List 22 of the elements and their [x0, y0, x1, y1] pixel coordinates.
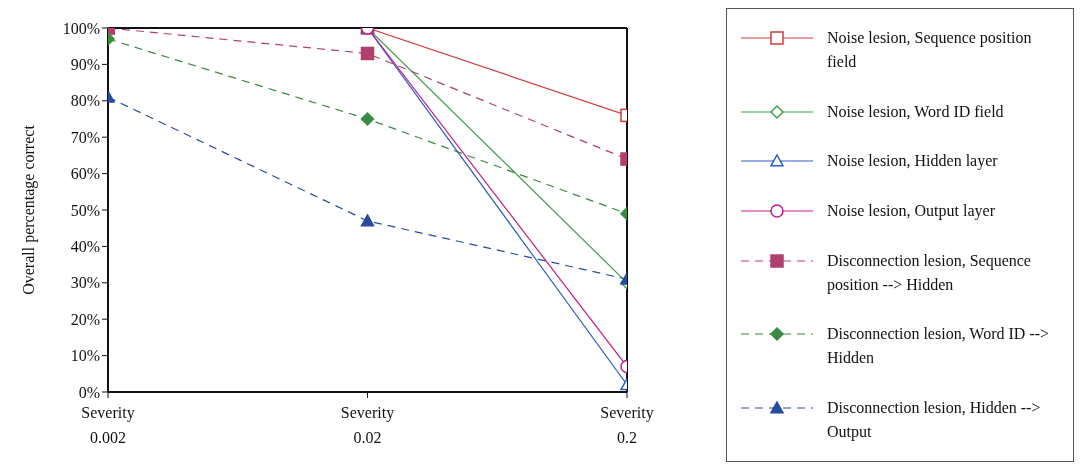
y-tick-label: 60%: [70, 165, 100, 183]
legend-label: Noise lesion, Output layer: [827, 200, 996, 222]
y-tick-label: 50%: [70, 201, 100, 219]
legend-label: Noise lesion, Sequence position field: [827, 27, 1033, 72]
y-tick-label: 90%: [70, 56, 100, 74]
y-tick-label: 10%: [70, 347, 100, 365]
y-tick-label: 80%: [70, 92, 100, 110]
y-tick-label: 0%: [78, 383, 100, 401]
x-tick-label: Severity 0.002: [81, 404, 135, 446]
y-tick-label: 30%: [70, 274, 100, 292]
legend-label: Noise lesion, Hidden layer: [827, 151, 999, 172]
y-tick-label: 40%: [70, 238, 100, 256]
y-tick-label: 100%: [62, 19, 100, 37]
x-tick-label: Severity 0.02: [340, 404, 395, 446]
x-tick-label: Severity 0.2: [600, 404, 654, 446]
legend-label: Disconnection lesion, Hidden --> Output: [827, 398, 1042, 443]
y-tick-label: 70%: [70, 128, 100, 146]
legend-label: Disconnection lesion, Word ID --> Hidden: [827, 324, 1051, 369]
y-axis-title: Overall percentage correct: [19, 124, 38, 295]
legend-label: Disconnection lesion, Sequence position --> Hidden: [827, 250, 1032, 296]
y-tick-label: 20%: [70, 310, 100, 328]
legend-label: Noise lesion, Word ID field: [827, 101, 1005, 122]
